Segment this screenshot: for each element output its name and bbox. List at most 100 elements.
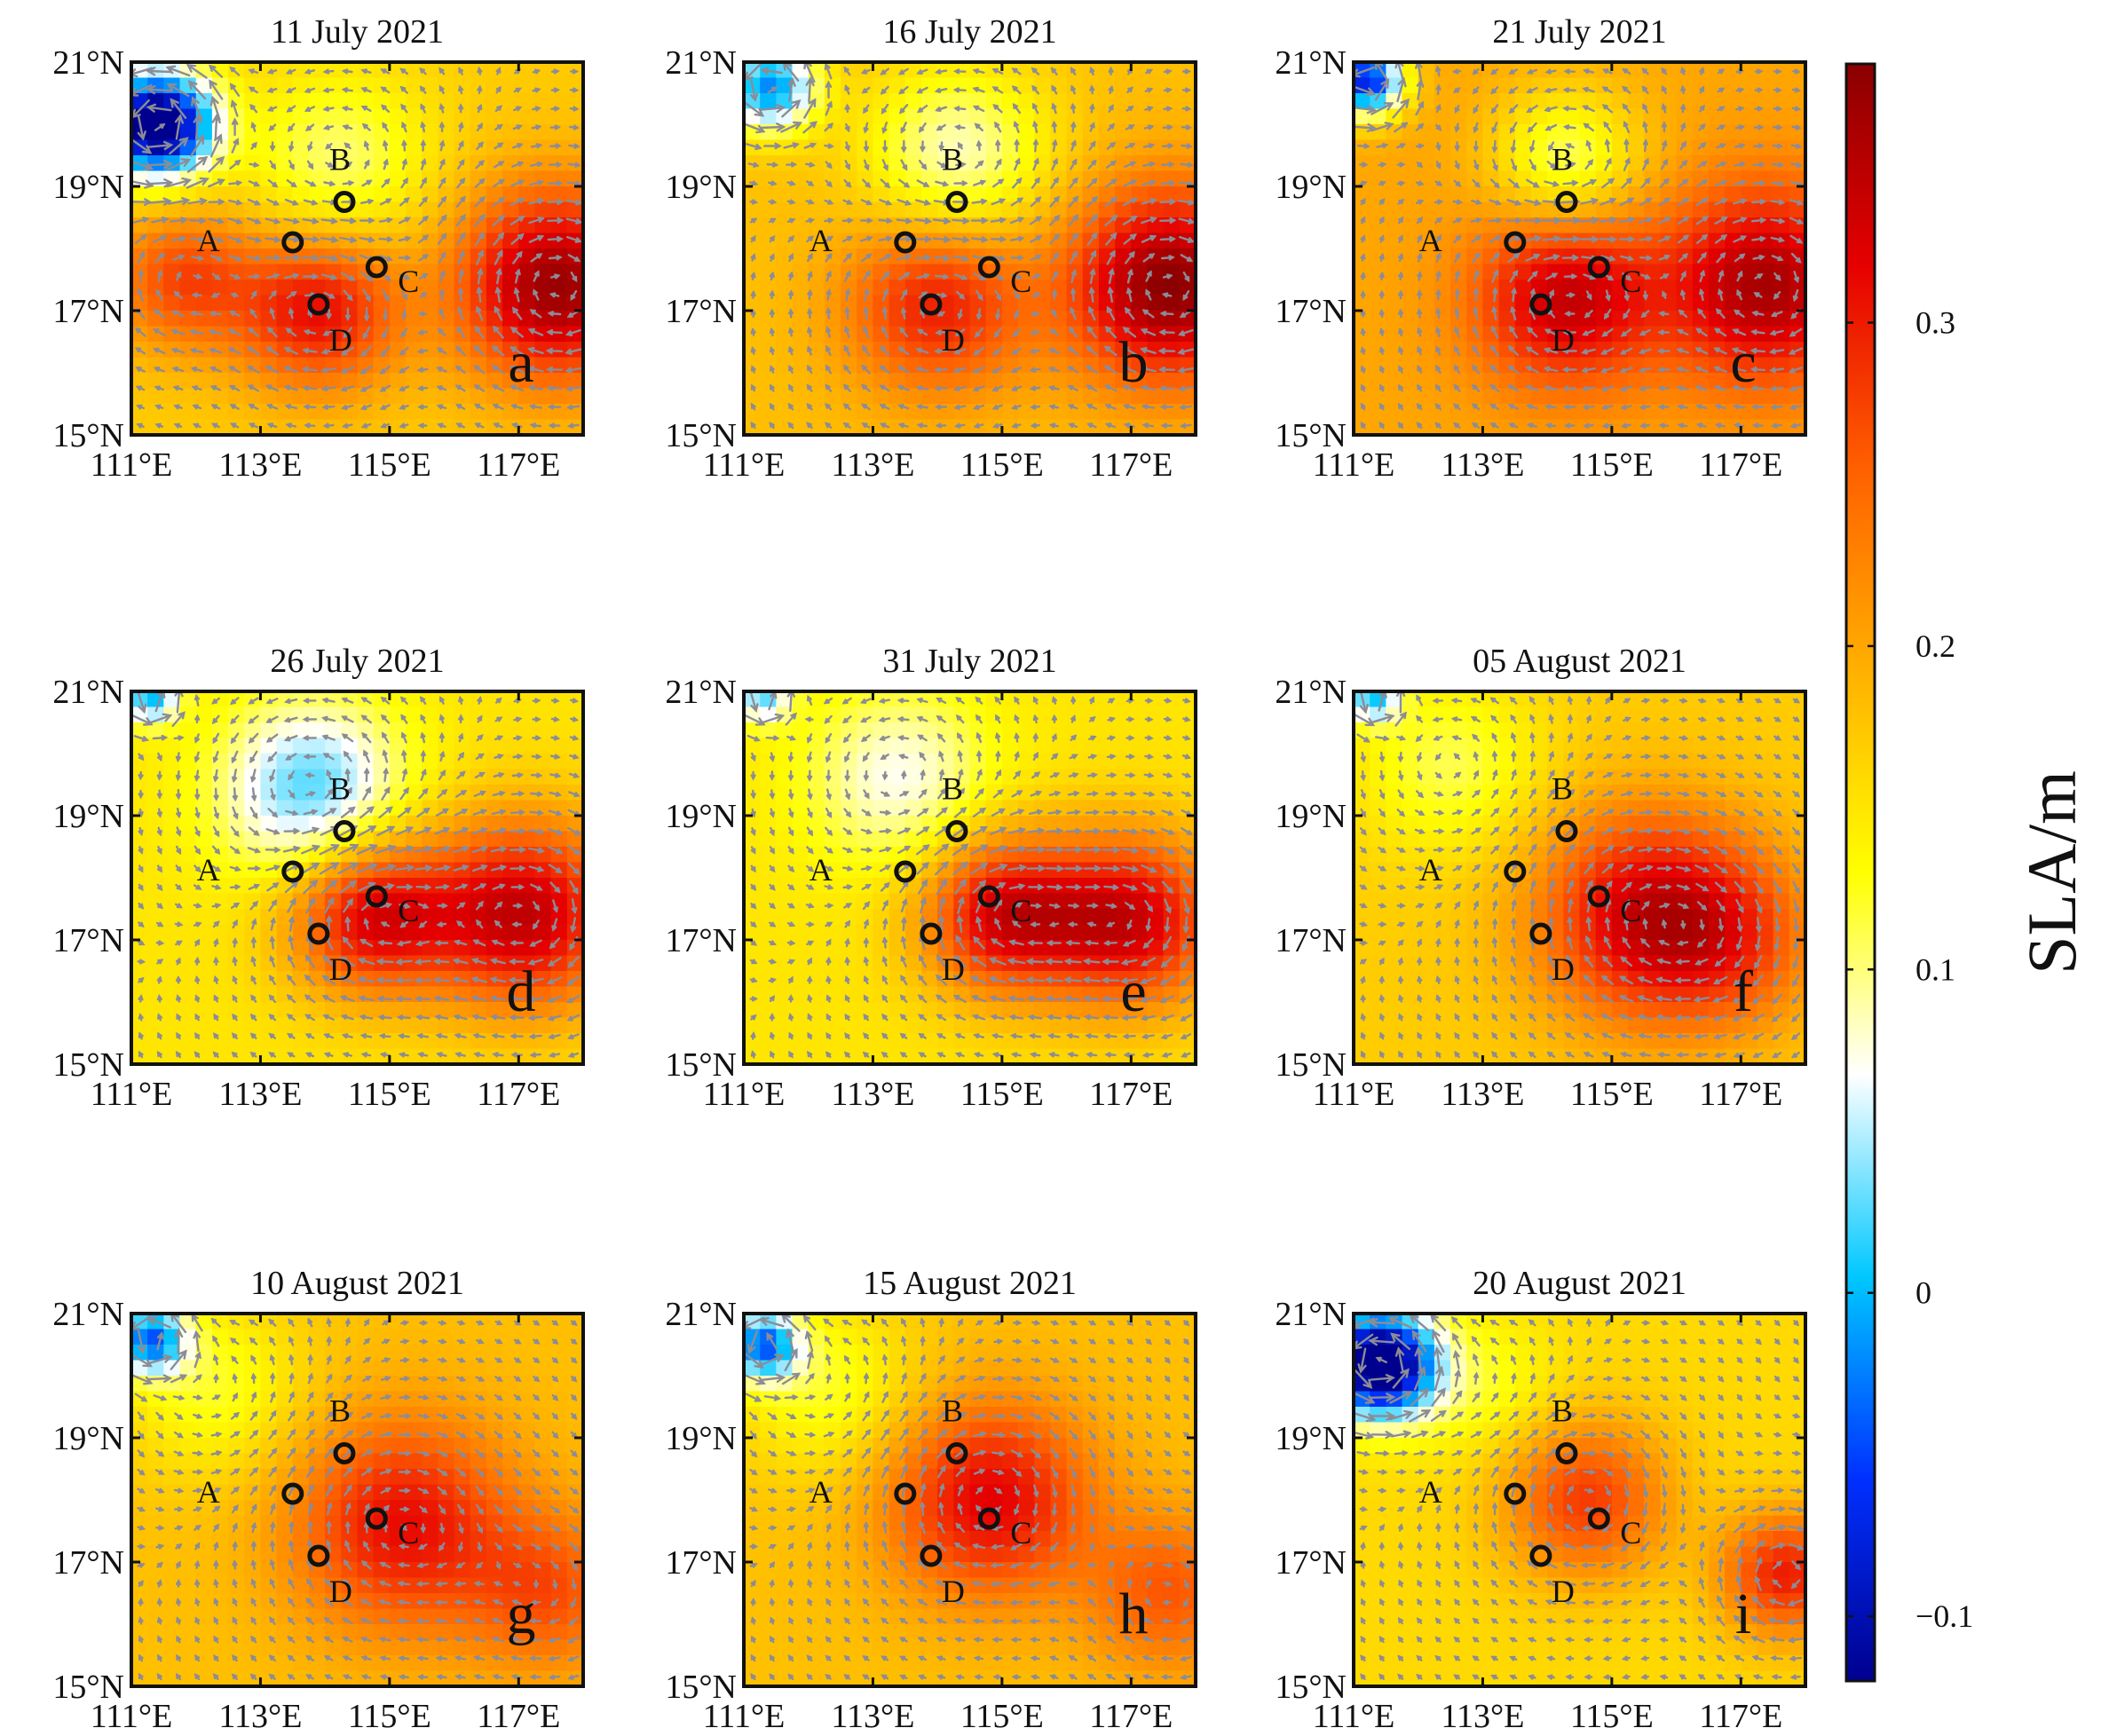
current-arrowhead xyxy=(1011,422,1018,429)
current-arrowhead xyxy=(516,250,523,258)
current-arrow xyxy=(1159,200,1176,204)
current-arrowhead xyxy=(1052,157,1058,165)
current-arrowhead xyxy=(473,403,481,409)
current-arrowhead xyxy=(537,179,545,186)
sla-cell xyxy=(1402,170,1419,187)
current-arrowhead xyxy=(1569,162,1577,168)
current-arrowhead xyxy=(165,65,177,75)
sla-cell xyxy=(1660,295,1678,312)
sla-cell xyxy=(1547,388,1564,405)
sla-cell xyxy=(1514,373,1532,390)
sla-cell xyxy=(1370,326,1386,343)
current-arrowhead xyxy=(266,422,274,429)
sla-cell xyxy=(389,155,407,172)
current-arrowhead xyxy=(787,402,794,409)
current-arrowhead xyxy=(808,180,815,186)
current-arrowhead xyxy=(1361,180,1368,186)
current-arrow xyxy=(477,268,482,285)
current-arrowhead xyxy=(187,80,198,91)
sla-cell xyxy=(824,139,841,156)
sla-cell xyxy=(454,217,471,234)
current-arrowhead xyxy=(363,140,369,147)
current-arrowhead xyxy=(555,143,562,149)
current-arrowhead xyxy=(1732,384,1739,391)
sla-cell xyxy=(1402,108,1419,125)
current-arrowhead xyxy=(1740,179,1748,186)
sla-cell xyxy=(276,170,294,187)
current-arrowhead xyxy=(996,158,1002,165)
sla-cell xyxy=(792,108,810,125)
sla-cell xyxy=(873,201,890,218)
current-arrow xyxy=(320,218,337,223)
current-arrowhead xyxy=(1609,217,1618,224)
sla-cell xyxy=(808,249,825,265)
current-arrowhead xyxy=(921,291,928,297)
current-arrowhead xyxy=(458,67,464,74)
current-arrowhead xyxy=(198,236,206,243)
sla-cell xyxy=(1741,139,1758,156)
sla-cell xyxy=(389,170,407,187)
current-arrowhead xyxy=(1141,422,1149,429)
sla-cell xyxy=(760,93,777,110)
sla-cell xyxy=(470,124,487,141)
sla-cell xyxy=(341,326,359,343)
current-arrowhead xyxy=(420,121,426,129)
sla-cell xyxy=(760,249,777,265)
current-arrowhead xyxy=(959,294,966,300)
sla-cell xyxy=(1131,419,1149,435)
current-arrow xyxy=(146,88,173,92)
current-arrow xyxy=(496,268,502,285)
current-arrowhead xyxy=(171,367,179,373)
current-arrowhead xyxy=(842,422,849,429)
current-arrow xyxy=(302,217,319,224)
current-arrowhead xyxy=(269,145,276,153)
current-arrowhead xyxy=(173,404,180,410)
sla-cell xyxy=(1530,388,1548,405)
current-arrowhead xyxy=(807,345,812,352)
current-arrowhead xyxy=(1103,365,1111,371)
sla-cell xyxy=(486,249,503,265)
current-arrowhead xyxy=(1788,367,1796,374)
current-arrowhead xyxy=(1679,288,1686,296)
sla-cell xyxy=(308,264,326,280)
sla-cell xyxy=(406,170,423,187)
sla-cell xyxy=(276,155,294,172)
sla-cell xyxy=(904,419,922,435)
current-arrowhead xyxy=(1166,273,1173,280)
sla-cell xyxy=(1034,357,1051,374)
sla-cell xyxy=(1115,186,1132,203)
current-arrowhead xyxy=(769,308,775,315)
current-arrowhead xyxy=(1397,422,1404,429)
sla-cell xyxy=(308,93,326,110)
current-arrowhead xyxy=(438,84,445,92)
sla-cell xyxy=(985,373,1003,390)
current-arrowhead xyxy=(863,146,869,154)
sla-cell xyxy=(228,404,245,421)
current-arrow xyxy=(146,69,173,74)
current-arrowhead xyxy=(918,126,925,133)
current-arrow xyxy=(952,218,969,223)
current-arrowhead xyxy=(1122,384,1129,391)
current-arrowhead xyxy=(398,367,406,374)
current-arrowhead xyxy=(1527,126,1534,133)
current-arrowhead xyxy=(320,349,328,355)
sla-cell xyxy=(920,419,938,435)
sla-cell xyxy=(1628,388,1645,405)
current-arrowhead xyxy=(367,275,375,282)
current-arrow xyxy=(952,255,968,261)
sla-cell xyxy=(438,326,455,343)
x-tick-label: 115°E xyxy=(1570,446,1654,484)
current-arrowhead xyxy=(381,104,387,111)
sla-cell xyxy=(341,62,359,79)
sla-cell xyxy=(824,249,841,265)
current-arrowhead xyxy=(1680,67,1686,74)
current-arrowhead xyxy=(807,326,813,334)
sla-cell xyxy=(953,93,971,110)
sla-cell xyxy=(776,108,794,125)
sla-cell xyxy=(179,388,197,405)
current-arrowhead xyxy=(399,350,406,356)
current-arrowhead xyxy=(474,325,481,333)
sla-cell xyxy=(260,326,278,343)
current-arrowhead xyxy=(792,142,800,149)
current-arrowhead xyxy=(1642,103,1648,110)
